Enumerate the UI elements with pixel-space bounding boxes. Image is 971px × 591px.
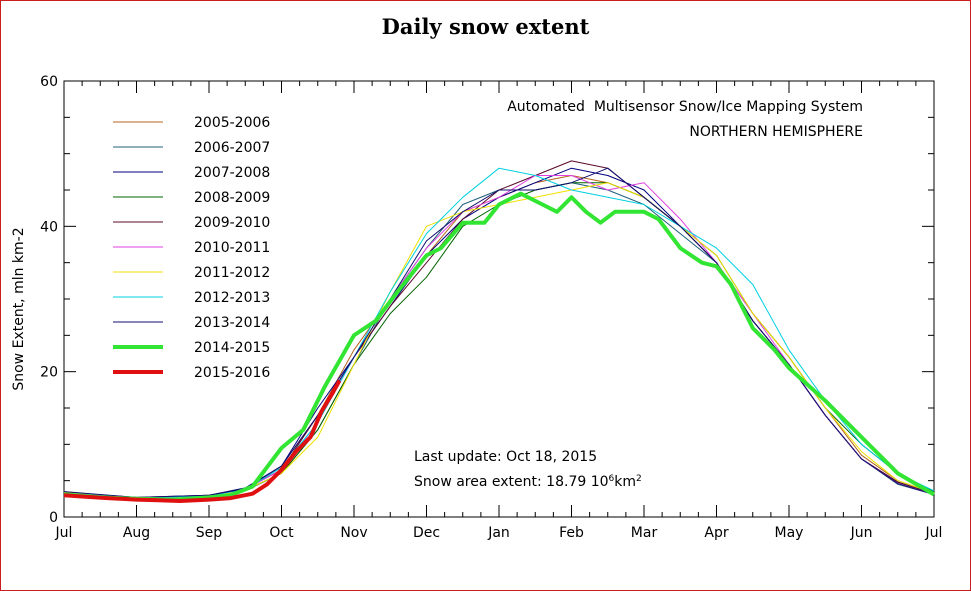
x-tick-label: Jul bbox=[925, 525, 943, 541]
legend-label: 2009-2010 bbox=[194, 215, 270, 231]
series-line-2012-2013 bbox=[63, 167, 935, 499]
x-tick-label: Oct bbox=[269, 525, 294, 541]
x-tick-label: Jan bbox=[487, 525, 510, 541]
snow-area-text: Snow area extent: 18.79 10 bbox=[414, 474, 609, 490]
x-tick-label: Jul bbox=[55, 525, 73, 541]
hemisphere-annotation: NORTHERN HEMISPHERE bbox=[689, 124, 863, 140]
y-tick-label: 60 bbox=[40, 74, 58, 90]
snow-area-unit: km bbox=[614, 474, 636, 490]
y-tick-label: 0 bbox=[49, 510, 58, 526]
legend-label: 2014-2015 bbox=[194, 340, 270, 356]
series-line-2011-2012 bbox=[63, 182, 935, 499]
legend-label: 2012-2013 bbox=[194, 290, 270, 306]
series-line-2015-2016 bbox=[63, 379, 342, 503]
legend-label: 2007-2008 bbox=[194, 165, 270, 181]
series-line-2014-2015 bbox=[63, 191, 936, 502]
x-tick-label: Apr bbox=[704, 525, 728, 541]
snow-area-exponent: 6 bbox=[609, 474, 615, 484]
legend-label: 2013-2014 bbox=[194, 315, 270, 331]
legend-label: 2005-2006 bbox=[194, 115, 270, 131]
x-tick-label: Jun bbox=[850, 525, 873, 541]
x-tick-label: Sep bbox=[196, 525, 223, 541]
x-tick-label: Nov bbox=[340, 525, 367, 541]
x-tick-label: Mar bbox=[631, 525, 658, 541]
x-tick-label: Feb bbox=[559, 525, 584, 541]
last-update-annotation: Last update: Oct 18, 2015 bbox=[414, 449, 597, 465]
legend-label: 2008-2009 bbox=[194, 190, 270, 206]
legend-label: 2010-2011 bbox=[194, 240, 270, 256]
chart-title: Daily snow extent bbox=[381, 14, 590, 39]
system-annotation: Automated Multisensor Snow/Ice Mapping S… bbox=[507, 99, 863, 115]
snow-area-unit-exponent: 2 bbox=[636, 474, 642, 484]
x-tick-label: Aug bbox=[123, 525, 150, 541]
y-tick-label: 20 bbox=[40, 365, 58, 381]
legend-label: 2006-2007 bbox=[194, 140, 270, 156]
legend-label: 2011-2012 bbox=[194, 265, 270, 281]
snow-area-annotation: Snow area extent: 18.79 106km2 bbox=[414, 474, 642, 490]
y-axis-label: Snow Extent, mln km-2 bbox=[11, 227, 27, 390]
y-tick-label: 40 bbox=[40, 219, 58, 235]
legend-label: 2015-2016 bbox=[194, 365, 270, 381]
x-tick-label: Dec bbox=[413, 525, 440, 541]
x-tick-label: May bbox=[775, 525, 804, 541]
